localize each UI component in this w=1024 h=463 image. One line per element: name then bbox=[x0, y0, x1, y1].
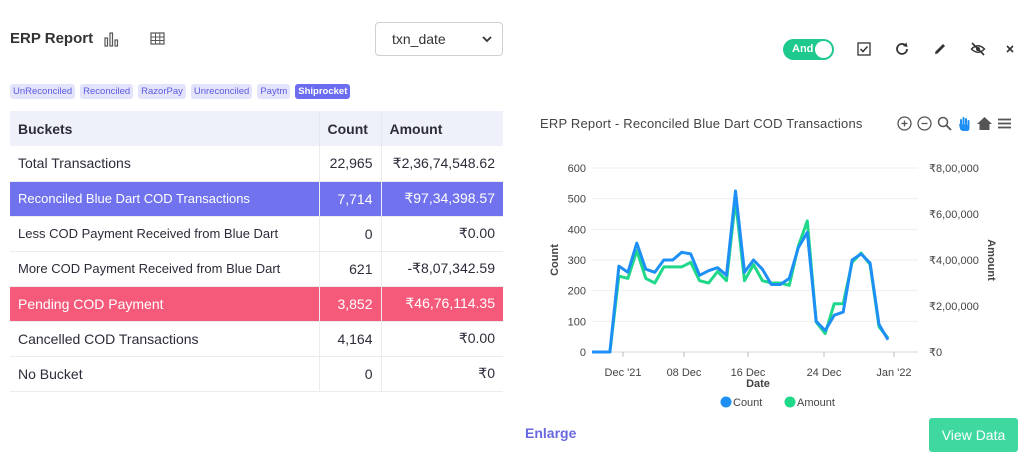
x-tick-label: Jan '22 bbox=[876, 367, 911, 379]
bucket-count: 4,164 bbox=[318, 321, 381, 357]
date-field-select-value: txn_date bbox=[392, 31, 446, 47]
bucket-amount: ₹0.00 bbox=[380, 216, 503, 252]
eye-off-icon[interactable] bbox=[970, 41, 986, 57]
legend-label-amount: Amount bbox=[797, 397, 835, 409]
x-tick-label: 08 Dec bbox=[667, 367, 702, 379]
tag-reconciled[interactable]: Reconciled bbox=[80, 84, 134, 99]
table-row[interactable]: No Bucket 0 ₹0 bbox=[10, 356, 503, 392]
tag-unreconciled-2[interactable]: Unreconciled bbox=[190, 84, 253, 99]
x-axis-title: Date bbox=[746, 378, 770, 390]
tag-razorpay[interactable]: RazorPay bbox=[138, 84, 186, 99]
bucket-count: 3,852 bbox=[318, 286, 381, 322]
table-grid-icon[interactable] bbox=[149, 30, 167, 48]
y-tick-label: 100 bbox=[568, 316, 586, 328]
chart-title: ERP Report - Reconciled Blue Dart COD Tr… bbox=[540, 116, 863, 131]
bucket-count: 7,714 bbox=[318, 181, 381, 217]
table-row[interactable]: Pending COD Payment 3,852 ₹46,76,114.35 bbox=[10, 286, 503, 322]
home-reset-icon[interactable] bbox=[976, 115, 993, 132]
table-row[interactable]: Total Transactions 22,965 ₹2,36,74,548.6… bbox=[10, 146, 503, 182]
zoom-out-icon[interactable] bbox=[916, 115, 933, 132]
y-tick-label: 0 bbox=[580, 347, 586, 359]
bucket-name: No Bucket bbox=[10, 356, 319, 392]
bucket-amount: ₹46,76,114.35 bbox=[380, 286, 503, 322]
bucket-count: 22,965 bbox=[318, 146, 381, 182]
and-or-toggle[interactable]: And bbox=[783, 39, 834, 60]
x-tick-label: 24 Dec bbox=[807, 367, 842, 379]
bucket-count: 621 bbox=[318, 251, 381, 287]
bucket-amount: ₹0 bbox=[380, 356, 503, 392]
bucket-name: Cancelled COD Transactions bbox=[10, 321, 319, 357]
y2-tick-label: ₹8,00,000 bbox=[929, 163, 979, 175]
date-field-select[interactable]: txn_date bbox=[375, 22, 503, 56]
chevron-down-icon bbox=[482, 36, 492, 43]
y-axis-title: Count bbox=[549, 244, 561, 276]
y2-tick-label: ₹6,00,000 bbox=[929, 209, 979, 221]
bucket-count: 0 bbox=[318, 216, 381, 252]
series-line-count bbox=[592, 189, 890, 354]
bucket-name: Less COD Payment Received from Blue Dart bbox=[10, 216, 319, 252]
y-tick-label: 600 bbox=[568, 163, 586, 175]
pan-hand-icon[interactable] bbox=[956, 115, 973, 132]
edit-pencil-icon[interactable] bbox=[932, 41, 948, 57]
enlarge-link[interactable]: Enlarge bbox=[525, 425, 577, 441]
table-header-row: Buckets Count Amount bbox=[10, 111, 503, 146]
tag-paytm[interactable]: Paytm bbox=[257, 84, 291, 99]
zoom-in-icon[interactable] bbox=[896, 115, 913, 132]
y2-tick-label: ₹0 bbox=[929, 347, 942, 359]
tag-shiprocket[interactable]: Shiprocket bbox=[295, 84, 351, 99]
bucket-amount: ₹97,34,398.57 bbox=[380, 181, 503, 217]
legend-marker-amount bbox=[784, 396, 796, 408]
column-header-amount: Amount bbox=[380, 111, 503, 146]
y2-axis-title: Amount bbox=[985, 239, 997, 281]
menu-icon[interactable] bbox=[996, 115, 1013, 132]
bar-chart-icon[interactable] bbox=[102, 30, 120, 48]
column-header-count: Count bbox=[318, 111, 381, 146]
bucket-name: More COD Payment Received from Blue Dart bbox=[10, 251, 319, 287]
filter-tags: UnReconciled Reconciled RazorPay Unrecon… bbox=[10, 84, 351, 99]
y2-tick-label: ₹4,00,000 bbox=[929, 255, 979, 267]
buckets-table: Buckets Count Amount Total Transactions … bbox=[10, 111, 503, 392]
legend-label-count: Count bbox=[733, 397, 762, 409]
chart-toolbar bbox=[896, 115, 1013, 132]
line-chart: 0 100 200 300 400 500 600 ₹0 ₹2,00,000 ₹4,00,000 ₹… bbox=[549, 163, 997, 409]
table-row[interactable]: Cancelled COD Transactions 4,164 ₹0.00 bbox=[10, 321, 503, 357]
table-row[interactable]: More COD Payment Received from Blue Dart… bbox=[10, 251, 503, 287]
y-tick-label: 300 bbox=[568, 255, 586, 267]
legend-marker-count bbox=[720, 396, 732, 408]
y-tick-label: 200 bbox=[568, 286, 586, 298]
table-row[interactable]: Less COD Payment Received from Blue Dart… bbox=[10, 216, 503, 252]
bucket-amount: ₹2,36,74,548.62 bbox=[380, 146, 503, 182]
bucket-name: Reconciled Blue Dart COD Transactions bbox=[10, 181, 319, 217]
tag-unreconciled[interactable]: UnReconciled bbox=[10, 84, 76, 99]
checkbox-icon[interactable] bbox=[856, 41, 872, 57]
bucket-name: Pending COD Payment bbox=[10, 286, 319, 322]
y2-tick-label: ₹2,00,000 bbox=[929, 301, 979, 313]
y-tick-label: 500 bbox=[568, 194, 586, 206]
close-icon[interactable] bbox=[1003, 41, 1019, 57]
page-title: ERP Report bbox=[10, 30, 94, 47]
bucket-count: 0 bbox=[318, 356, 381, 392]
y-tick-label: 400 bbox=[568, 224, 586, 236]
search-zoom-icon[interactable] bbox=[936, 115, 953, 132]
toggle-label: And bbox=[792, 43, 814, 55]
bucket-amount: -₹8,07,342.59 bbox=[380, 251, 503, 287]
view-data-button[interactable]: View Data bbox=[929, 418, 1018, 452]
bucket-name: Total Transactions bbox=[10, 146, 319, 182]
x-tick-label: Dec '21 bbox=[605, 367, 642, 379]
x-tick-label: 16 Dec bbox=[731, 367, 766, 379]
table-row[interactable]: Reconciled Blue Dart COD Transactions 7,… bbox=[10, 181, 503, 217]
refresh-icon[interactable] bbox=[894, 41, 910, 57]
bucket-amount: ₹0.00 bbox=[380, 321, 503, 357]
column-header-buckets: Buckets bbox=[10, 111, 319, 146]
toggle-knob bbox=[815, 41, 832, 58]
